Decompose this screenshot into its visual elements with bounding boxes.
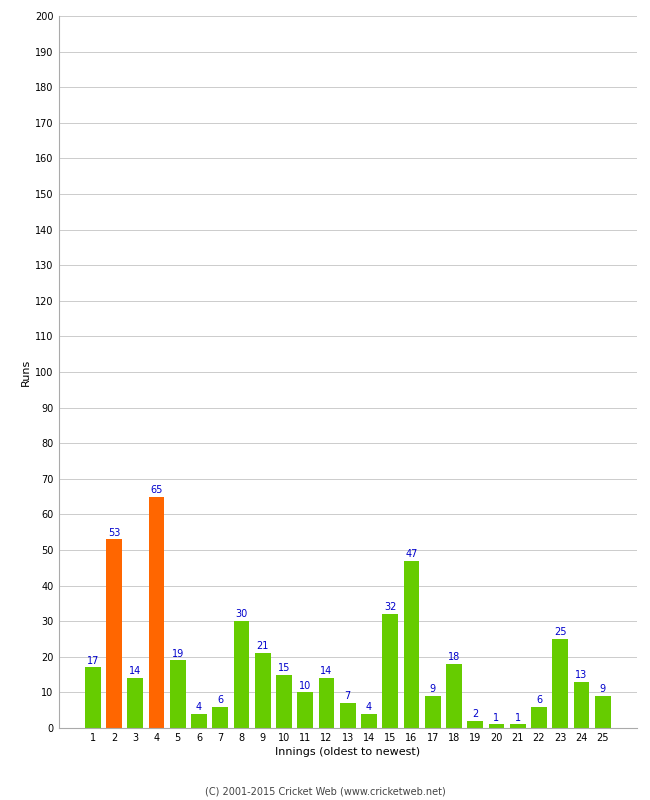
X-axis label: Innings (oldest to newest): Innings (oldest to newest) [275,747,421,757]
Text: 9: 9 [600,684,606,694]
Bar [382,614,398,728]
Text: 25: 25 [554,627,567,638]
Text: 1: 1 [493,713,500,722]
Text: 2: 2 [472,709,478,719]
Bar [297,693,313,728]
Bar [233,622,250,728]
Text: 18: 18 [448,652,460,662]
Text: 30: 30 [235,610,248,619]
Bar [552,639,568,728]
Text: 65: 65 [150,485,162,495]
Bar [531,706,547,728]
Text: 4: 4 [196,702,202,712]
Bar [127,678,143,728]
Bar [213,706,228,728]
Text: 21: 21 [257,642,269,651]
Bar [170,660,186,728]
Text: 4: 4 [366,702,372,712]
Bar [510,725,526,728]
Bar [106,539,122,728]
Bar [255,654,270,728]
Text: 32: 32 [384,602,396,612]
Text: 7: 7 [344,691,351,702]
Text: 15: 15 [278,663,290,673]
Bar [191,714,207,728]
Bar [149,497,164,728]
Text: 14: 14 [320,666,333,676]
Bar [276,674,292,728]
Text: 6: 6 [536,695,542,705]
Bar [467,721,483,728]
Bar [318,678,335,728]
Text: 17: 17 [86,656,99,666]
Bar [361,714,377,728]
Text: 13: 13 [575,670,588,680]
Text: 47: 47 [406,549,418,559]
Bar [573,682,590,728]
Bar [446,664,462,728]
Text: 6: 6 [217,695,224,705]
Bar [595,696,611,728]
Bar [84,667,101,728]
Text: 9: 9 [430,684,436,694]
Text: 19: 19 [172,649,184,658]
Bar [489,725,504,728]
Bar [425,696,441,728]
Text: 10: 10 [299,681,311,690]
Y-axis label: Runs: Runs [21,358,31,386]
Bar [404,561,419,728]
Text: 1: 1 [515,713,521,722]
Bar [340,703,356,728]
Text: 14: 14 [129,666,142,676]
Text: (C) 2001-2015 Cricket Web (www.cricketweb.net): (C) 2001-2015 Cricket Web (www.cricketwe… [205,786,445,796]
Text: 53: 53 [108,527,120,538]
